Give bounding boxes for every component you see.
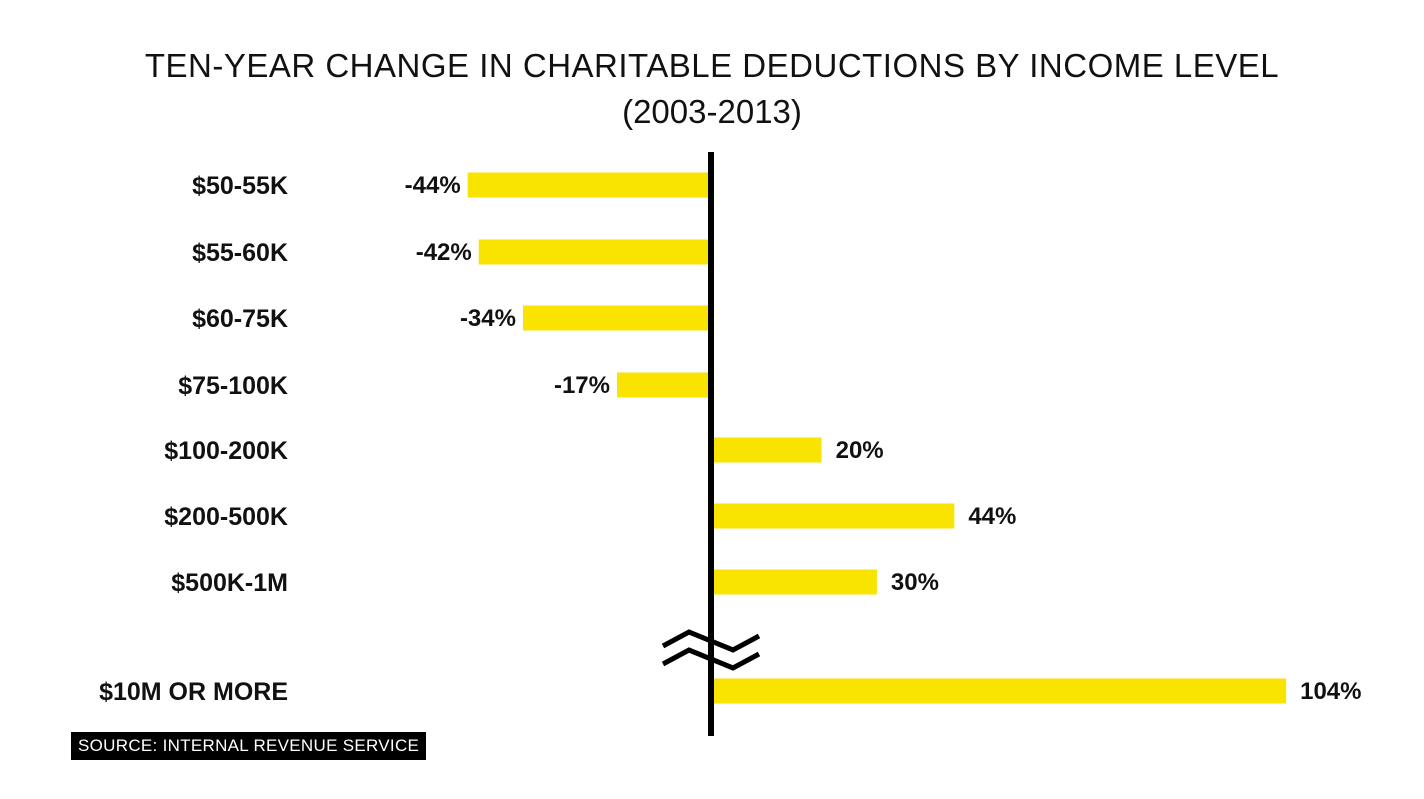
bar-6 — [711, 569, 877, 595]
chart-subtitle: (2003-2013) — [622, 93, 802, 130]
value-label-3: -17% — [554, 372, 610, 399]
category-label-7: $10M OR MORE — [99, 678, 288, 706]
category-labels-group: $50-55K $55-60K $60-75K $75-100K $100-200K $2… — [99, 172, 288, 706]
bars-group — [467, 172, 1287, 704]
value-label-7: 104% — [1300, 678, 1361, 705]
axis-break-icon — [661, 629, 761, 671]
category-label-5: $200-500K — [164, 503, 288, 531]
bar-2 — [522, 305, 711, 331]
bar-7 — [711, 678, 1287, 704]
value-labels-group: -44% -42% -34% -17% 20% 44% 30% 104% — [405, 172, 1362, 705]
bar-3 — [616, 372, 711, 398]
value-label-0: -44% — [405, 172, 461, 199]
bar-1 — [478, 239, 711, 265]
category-label-6: $500K-1M — [171, 569, 288, 597]
value-label-2: -34% — [460, 305, 516, 332]
chart-title: TEN-YEAR CHANGE IN CHARITABLE DEDUCTIONS… — [144, 47, 1280, 84]
value-label-5: 44% — [968, 503, 1016, 530]
bar-4 — [711, 437, 822, 463]
value-label-6: 30% — [891, 569, 939, 596]
value-label-4: 20% — [836, 437, 884, 464]
bar-0 — [467, 172, 711, 198]
source-note: SOURCE: INTERNAL REVENUE SERVICE — [71, 732, 427, 760]
category-label-2: $60-75K — [192, 305, 288, 333]
category-label-0: $50-55K — [192, 172, 288, 200]
category-label-1: $55-60K — [192, 239, 288, 267]
category-label-4: $100-200K — [164, 437, 288, 465]
value-label-1: -42% — [416, 239, 472, 266]
category-label-3: $75-100K — [178, 372, 288, 400]
bar-5 — [711, 503, 955, 529]
